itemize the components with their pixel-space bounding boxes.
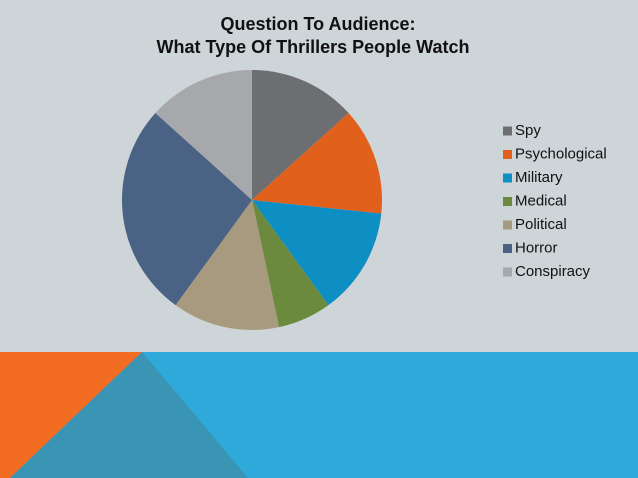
pie-slice: [252, 200, 382, 306]
legend-label: Horror: [515, 239, 558, 256]
pie-slice: [175, 200, 280, 330]
legend-swatch: [503, 220, 512, 230]
pie-slice: [155, 70, 252, 200]
chart-title: Question To Audience:: [220, 14, 415, 34]
legend-label: Medical: [515, 192, 567, 209]
teal-shape: [10, 352, 248, 478]
legend-swatch: [503, 197, 512, 206]
pie-slice: [252, 113, 382, 214]
legend: Spy Psychological Military Medical Political…: [503, 122, 607, 280]
legend-swatch: [503, 173, 512, 183]
legend-label: Political: [515, 216, 567, 233]
pie-slice: [252, 200, 329, 328]
legend-swatch: [503, 150, 512, 159]
legend-swatch: [503, 126, 512, 136]
legend-label: Psychological: [515, 145, 607, 162]
legend-label: Conspiracy: [515, 263, 591, 280]
orange-shape: [0, 352, 142, 478]
legend-label: Spy: [515, 122, 541, 139]
pie: [121, 70, 382, 330]
chart-title: What Type Of Thrillers People Watch: [156, 37, 469, 57]
pie-slice: [121, 113, 252, 306]
legend-swatch: [503, 244, 512, 253]
legend-swatch: [503, 267, 512, 277]
legend-label: Military: [515, 169, 563, 186]
pie-slice: [252, 70, 349, 200]
